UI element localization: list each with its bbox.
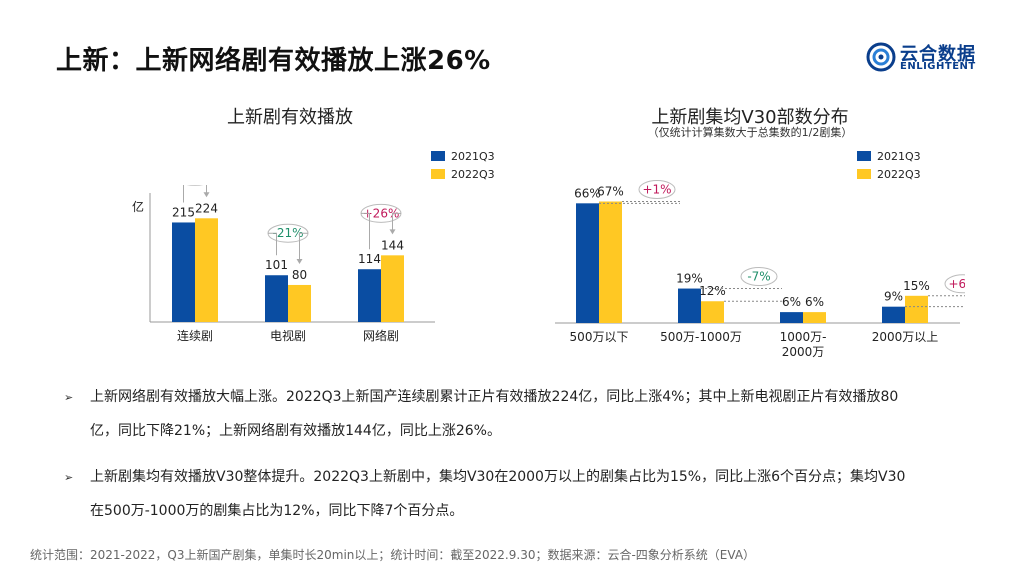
bar-2022q3-2	[381, 255, 404, 322]
legend-label-2021: 2021Q3	[451, 150, 495, 163]
change-label: +1%	[642, 183, 671, 197]
change-connector	[268, 232, 277, 256]
x-tick-label: 1000万-	[780, 330, 827, 344]
bar-2022q3-0	[599, 201, 622, 323]
change-bubble	[740, 267, 778, 287]
change-label: +6%	[948, 277, 965, 291]
bullet-2-line2: 在500万-1000万的剧集占比为12%，同比下降7个百分点。	[90, 503, 464, 519]
legend-label-2022: 2022Q3	[877, 168, 921, 181]
bar-2022q3-1	[701, 301, 724, 323]
x-tick-label: 连续剧	[177, 328, 213, 343]
data-label: 15%	[903, 279, 930, 293]
bullet-arrow-icon: ➢	[64, 391, 74, 404]
change-connector	[183, 185, 184, 203]
change-label: +26%	[363, 206, 400, 220]
data-label: 114	[358, 252, 381, 266]
chart1-legend: 2021Q3 2022Q3	[431, 150, 495, 186]
legend-swatch-2022	[431, 169, 445, 179]
change-label: -7%	[747, 270, 770, 284]
logo-subtext: ENLIGHTENT	[900, 61, 976, 72]
bar-2021q3-1	[678, 288, 701, 323]
x-tick-label: 500万以下	[570, 330, 629, 344]
bar-2021q3-0	[172, 222, 195, 322]
data-label: 19%	[676, 272, 703, 286]
data-label: 9%	[884, 290, 903, 304]
bullet-2-line1: 上新剧集均有效播放V30整体提升。2022Q3上新剧中，集均V30在2000万以…	[90, 469, 906, 485]
x-tick-label: 2000万以上	[872, 330, 939, 344]
bar-2022q3-3	[905, 295, 928, 323]
change-connector	[206, 185, 207, 197]
chart2-plot: 66%67% 500万以下 +1% 19%12% 500万-1000万 -7% 6% 6% 10…	[555, 180, 965, 359]
bullet-arrow-icon: ➢	[64, 471, 74, 484]
data-label: 67%	[597, 185, 624, 199]
legend-swatch-2021	[857, 151, 871, 161]
x-tick-label: 2000万	[782, 345, 825, 359]
change-connector	[299, 232, 308, 263]
bullet-1-line2: 亿，同比下降21%；上新网络剧有效播放144亿，同比上涨26%。	[90, 423, 501, 439]
bullet-item-1: ➢ 上新网络剧有效播放大幅上涨。2022Q3上新国产连续剧累计正片有效播放224…	[64, 380, 964, 460]
change-bubble	[944, 274, 965, 294]
bar-2022q3-0	[195, 218, 218, 322]
bullet-item-2: ➢ 上新剧集均有效播放V30整体提升。2022Q3上新剧中，集均V30在2000…	[64, 460, 964, 540]
legend-label-2022: 2022Q3	[451, 168, 495, 181]
change-arrow-icon	[389, 229, 396, 235]
page-title: 上新：上新网络剧有效播放上涨26%	[56, 46, 491, 76]
bar-2022q3-2	[803, 312, 826, 323]
bullet-1-line1: 上新网络剧有效播放大幅上涨。2022Q3上新国产连续剧累计正片有效播放224亿，…	[90, 389, 899, 405]
footer-note: 统计范围：2021-2022，Q3上新国产剧集，单集时长20min以上；统计时间…	[30, 548, 756, 562]
chart2-legend: 2021Q3 2022Q3	[857, 150, 921, 186]
data-label: 101	[265, 258, 288, 272]
bar-2022q3-1	[288, 284, 311, 322]
bar-2021q3-1	[265, 275, 288, 322]
y-axis-unit: 亿	[132, 199, 144, 214]
change-connector	[361, 212, 370, 250]
change-label: -21%	[272, 226, 303, 240]
bar-2021q3-2	[358, 269, 381, 322]
data-label: 12%	[699, 284, 726, 298]
data-label: 224	[195, 201, 218, 215]
x-tick-label: 网络剧	[363, 328, 399, 343]
bar-2021q3-2	[780, 312, 803, 323]
legend-swatch-2022	[857, 169, 871, 179]
change-arrow-icon	[296, 258, 303, 264]
legend-label-2021: 2021Q3	[877, 150, 921, 163]
x-tick-label: 500万-1000万	[660, 330, 742, 344]
bar-2021q3-3	[882, 306, 905, 323]
change-bubble	[638, 180, 676, 200]
change-connector	[392, 212, 401, 234]
brand-logo: 云合数据 ENLIGHTENT	[866, 40, 996, 74]
legend-swatch-2021	[431, 151, 445, 161]
chart1-title: 上新剧有效播放	[227, 107, 353, 128]
bullet-list: ➢ 上新网络剧有效播放大幅上涨。2022Q3上新国产连续剧累计正片有效播放224…	[64, 380, 964, 540]
data-label: 80	[292, 268, 307, 282]
data-label: 215	[172, 205, 195, 219]
data-label: 6%	[782, 295, 801, 309]
x-tick-label: 电视剧	[270, 328, 306, 343]
logo-icon	[866, 42, 896, 72]
data-label: 6%	[805, 295, 824, 309]
data-label: 144	[381, 238, 404, 252]
chart2-subtitle: （仅统计计算集数大于总集数的1/2剧集）	[647, 126, 853, 139]
data-label: 66%	[574, 186, 601, 200]
change-arrow-icon	[203, 192, 210, 198]
logo-text: 云合数据	[900, 44, 976, 65]
chart2-title: 上新剧集均V30部数分布	[651, 107, 849, 128]
bar-2021q3-0	[576, 203, 599, 323]
